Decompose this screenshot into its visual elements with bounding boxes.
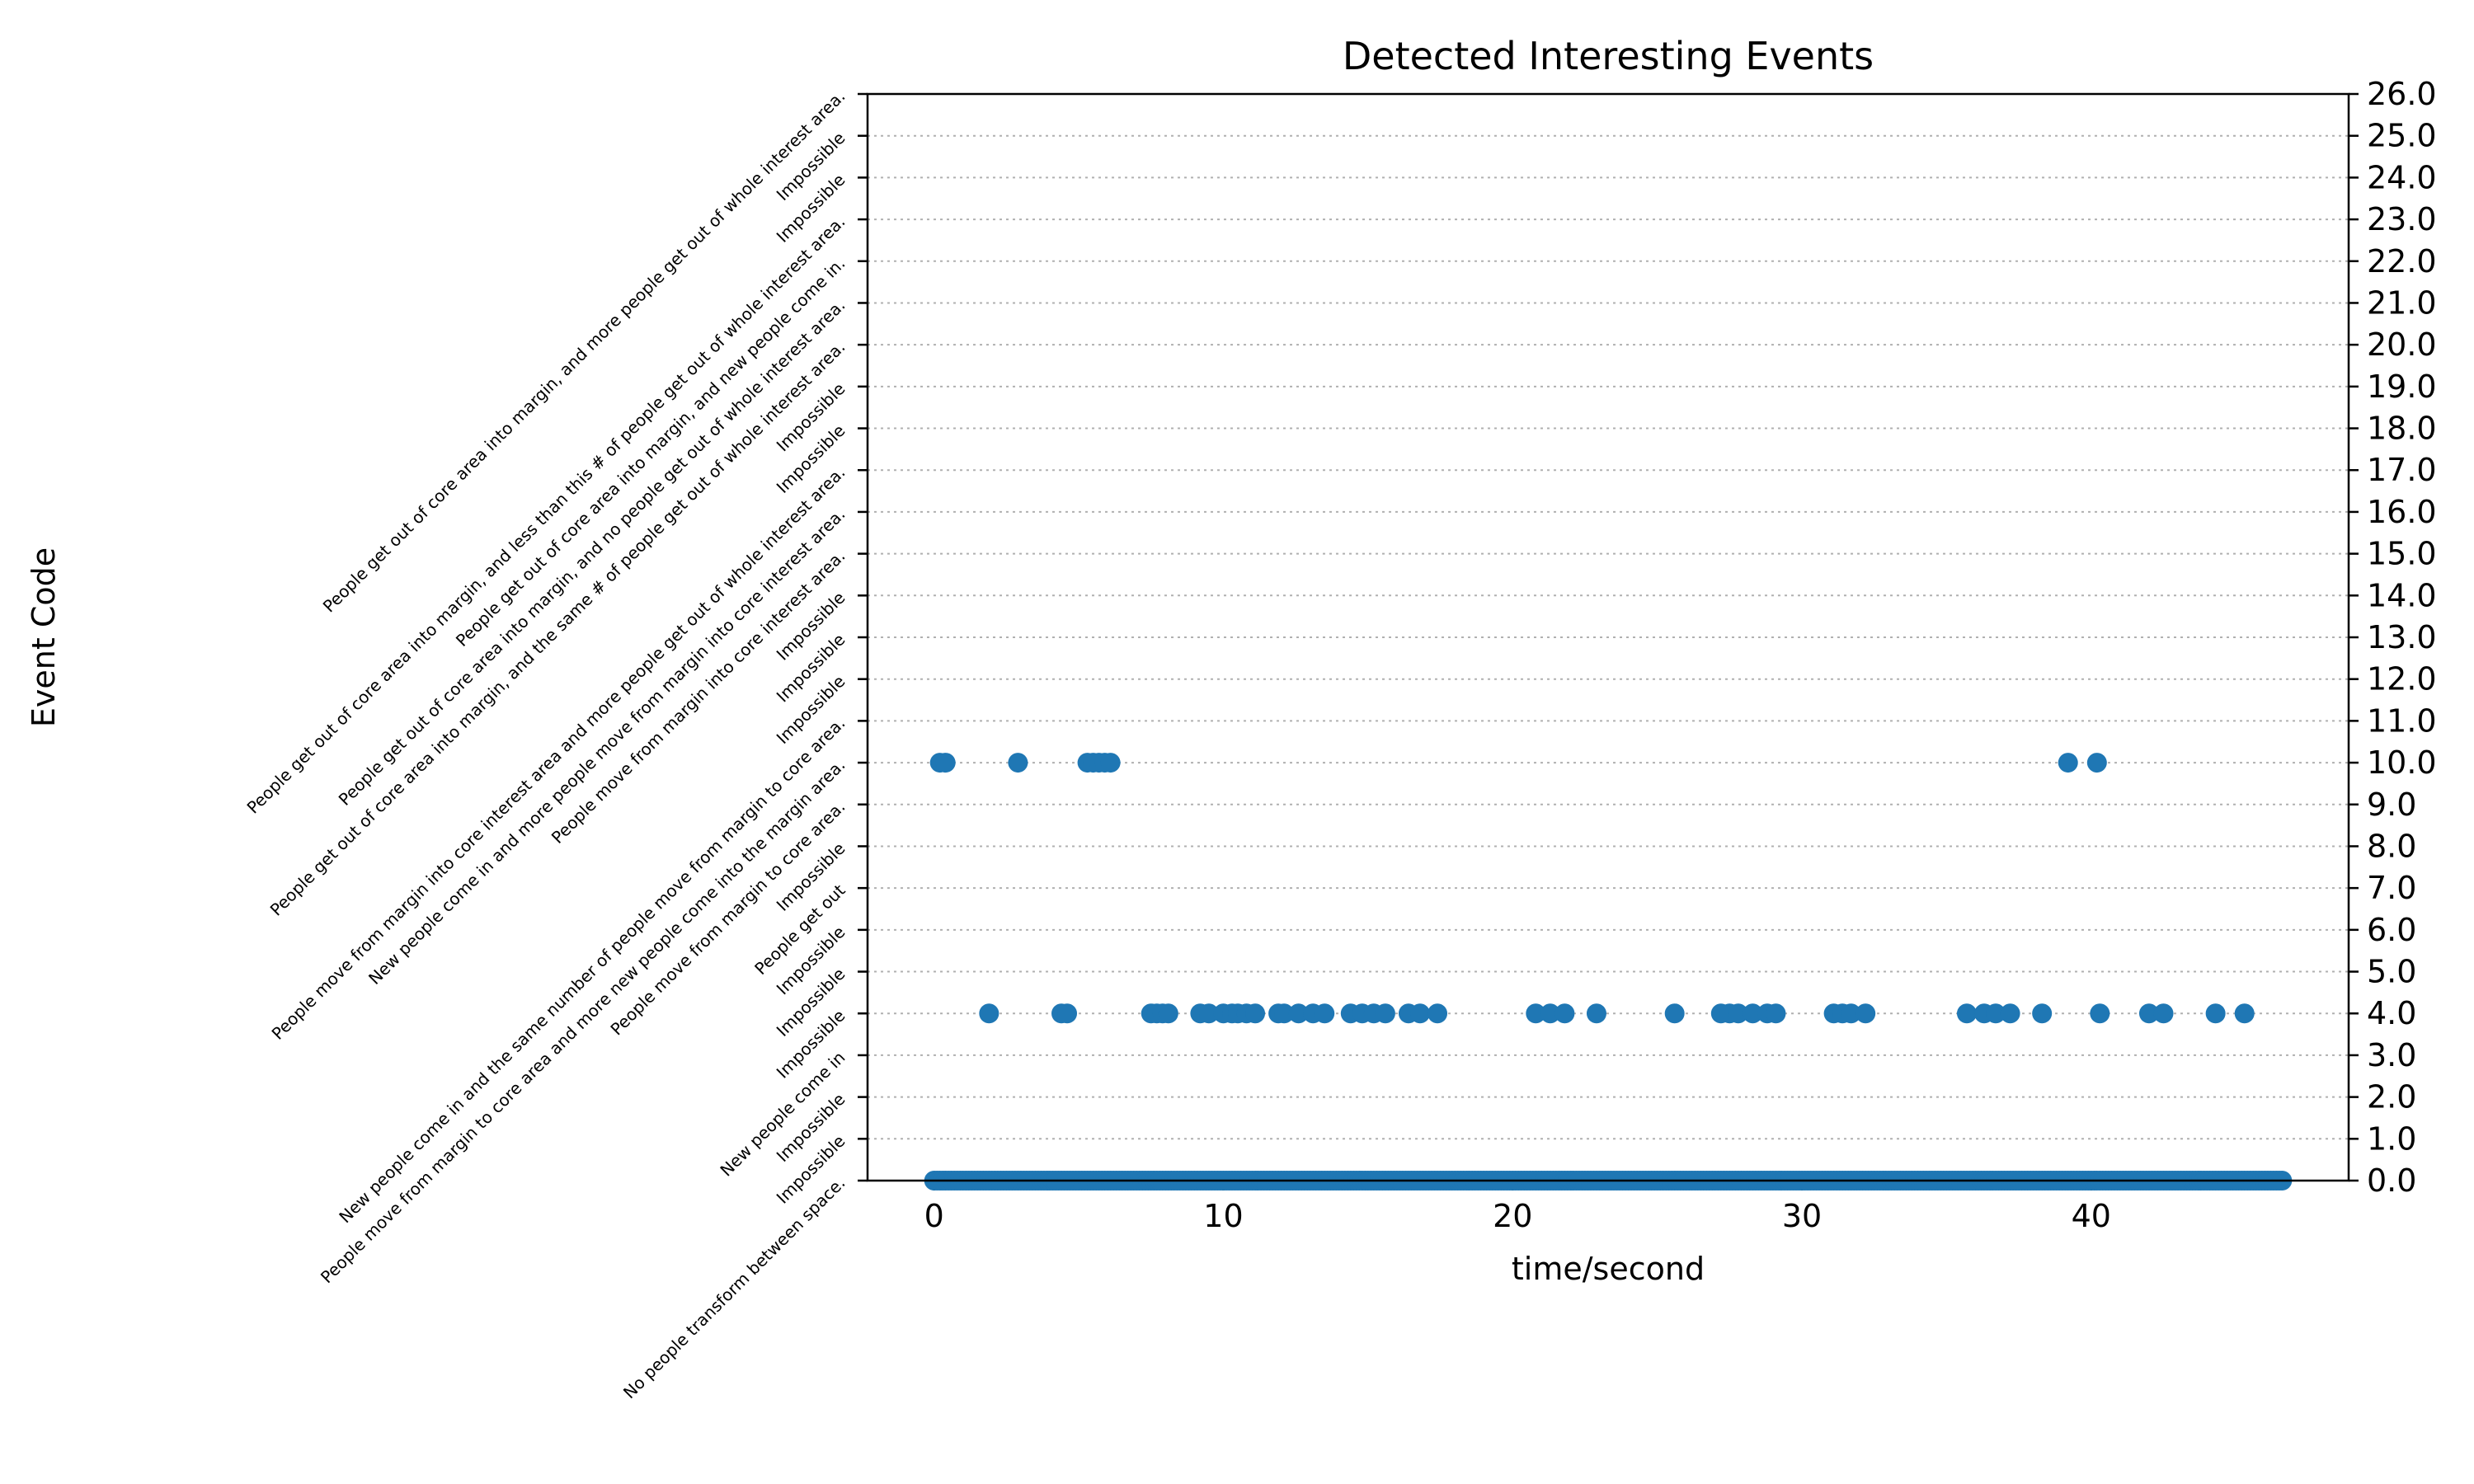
x-tick-label: 10 — [1203, 1198, 1243, 1234]
data-point — [1008, 753, 1028, 773]
y-axis-ticks-right: 0.0 1.0 2.0 3.0 4.0 5.0 6.0 7.0 8.0 9.0 10.0 11.0 12… — [858, 76, 2437, 1199]
y-tick-label: 26.0 — [2367, 76, 2437, 112]
data-point — [1554, 1003, 1575, 1024]
plot-frame — [866, 92, 2350, 1182]
data-point — [1766, 1003, 1786, 1024]
y-tick-label: 10.0 — [2367, 744, 2437, 781]
y-tick-label: 2.0 — [2367, 1079, 2416, 1115]
event-code-label: People get out of core area into margin,… — [243, 212, 849, 818]
y-tick-label: 3.0 — [2367, 1037, 2416, 1073]
y-tick-label: 8.0 — [2367, 828, 2416, 864]
y-tick-label: 13.0 — [2367, 619, 2437, 655]
y-axis-label: Event Code — [26, 547, 62, 727]
x-tick-label: 30 — [1782, 1198, 1822, 1234]
data-point — [935, 753, 956, 773]
y-tick-label: 14.0 — [2367, 577, 2437, 613]
data-point — [1375, 1003, 1395, 1024]
data-point — [1198, 1003, 1219, 1024]
y-tick-label: 7.0 — [2367, 870, 2416, 906]
y-tick-label: 5.0 — [2367, 954, 2416, 990]
data-point — [1526, 1003, 1546, 1024]
data-point — [2138, 1003, 2159, 1024]
data-point — [2234, 1003, 2255, 1024]
data-point — [1409, 1003, 1430, 1024]
x-tick-label: 40 — [2072, 1198, 2111, 1234]
chart-title: Detected Interesting Events — [1343, 34, 1874, 78]
data-point — [1274, 1003, 1295, 1024]
y-tick-label: 17.0 — [2367, 452, 2437, 488]
data-point — [1586, 1003, 1606, 1024]
y-tick-label: 1.0 — [2367, 1120, 2416, 1157]
data-point — [1427, 1003, 1448, 1024]
data-point — [2058, 753, 2078, 773]
data-point — [1956, 1003, 1977, 1024]
data-point — [1986, 1003, 2006, 1024]
data-point — [1158, 1003, 1178, 1024]
data-point — [979, 1003, 999, 1024]
grid-lines — [868, 93, 2349, 1181]
data-point — [1057, 1003, 1078, 1024]
y-tick-label: 0.0 — [2367, 1162, 2416, 1199]
y-tick-label: 24.0 — [2367, 159, 2437, 195]
data-point — [1288, 1003, 1309, 1024]
y-tick-label: 21.0 — [2367, 284, 2437, 321]
y-tick-label: 25.0 — [2367, 118, 2437, 154]
data-point — [2086, 753, 2107, 773]
data-point — [2153, 1003, 2174, 1024]
data-point — [1856, 1003, 1876, 1024]
data-point — [2205, 1003, 2226, 1024]
y-tick-label: 11.0 — [2367, 702, 2437, 739]
data-point — [1315, 1003, 1335, 1024]
y-tick-label: 4.0 — [2367, 995, 2416, 1031]
y-tick-label: 15.0 — [2367, 536, 2437, 572]
data-point — [1664, 1003, 1685, 1024]
y-tick-label: 22.0 — [2367, 243, 2437, 279]
event-code-labels: No people transform between space.Imposs… — [243, 87, 849, 1403]
y-tick-label: 6.0 — [2367, 912, 2416, 948]
x-axis-label: time/second — [1512, 1251, 1705, 1287]
y-tick-label: 12.0 — [2367, 661, 2437, 697]
x-tick-label: 20 — [1493, 1198, 1532, 1234]
event-code-label: People move from margin to core area and… — [317, 755, 849, 1288]
data-point — [2090, 1003, 2110, 1024]
data-point — [1245, 1003, 1266, 1024]
y-tick-label: 18.0 — [2367, 411, 2437, 447]
data-point — [2000, 1003, 2020, 1024]
y-tick-label: 19.0 — [2367, 369, 2437, 405]
data-point — [1841, 1003, 1861, 1024]
event-code-label: No people transform between space. — [619, 1173, 849, 1403]
x-tick-label: 0 — [924, 1198, 944, 1234]
y-tick-label: 16.0 — [2367, 494, 2437, 530]
data-point — [1100, 753, 1121, 773]
data-point — [1540, 1003, 1560, 1024]
data-point — [1743, 1003, 1763, 1024]
y-tick-label: 23.0 — [2367, 201, 2437, 237]
data-point — [1728, 1003, 1748, 1024]
y-tick-label: 20.0 — [2367, 326, 2437, 363]
x-axis-ticks: 0 10 20 30 40 — [924, 1181, 2111, 1234]
y-tick-label: 9.0 — [2367, 787, 2416, 823]
data-point — [2032, 1003, 2053, 1024]
